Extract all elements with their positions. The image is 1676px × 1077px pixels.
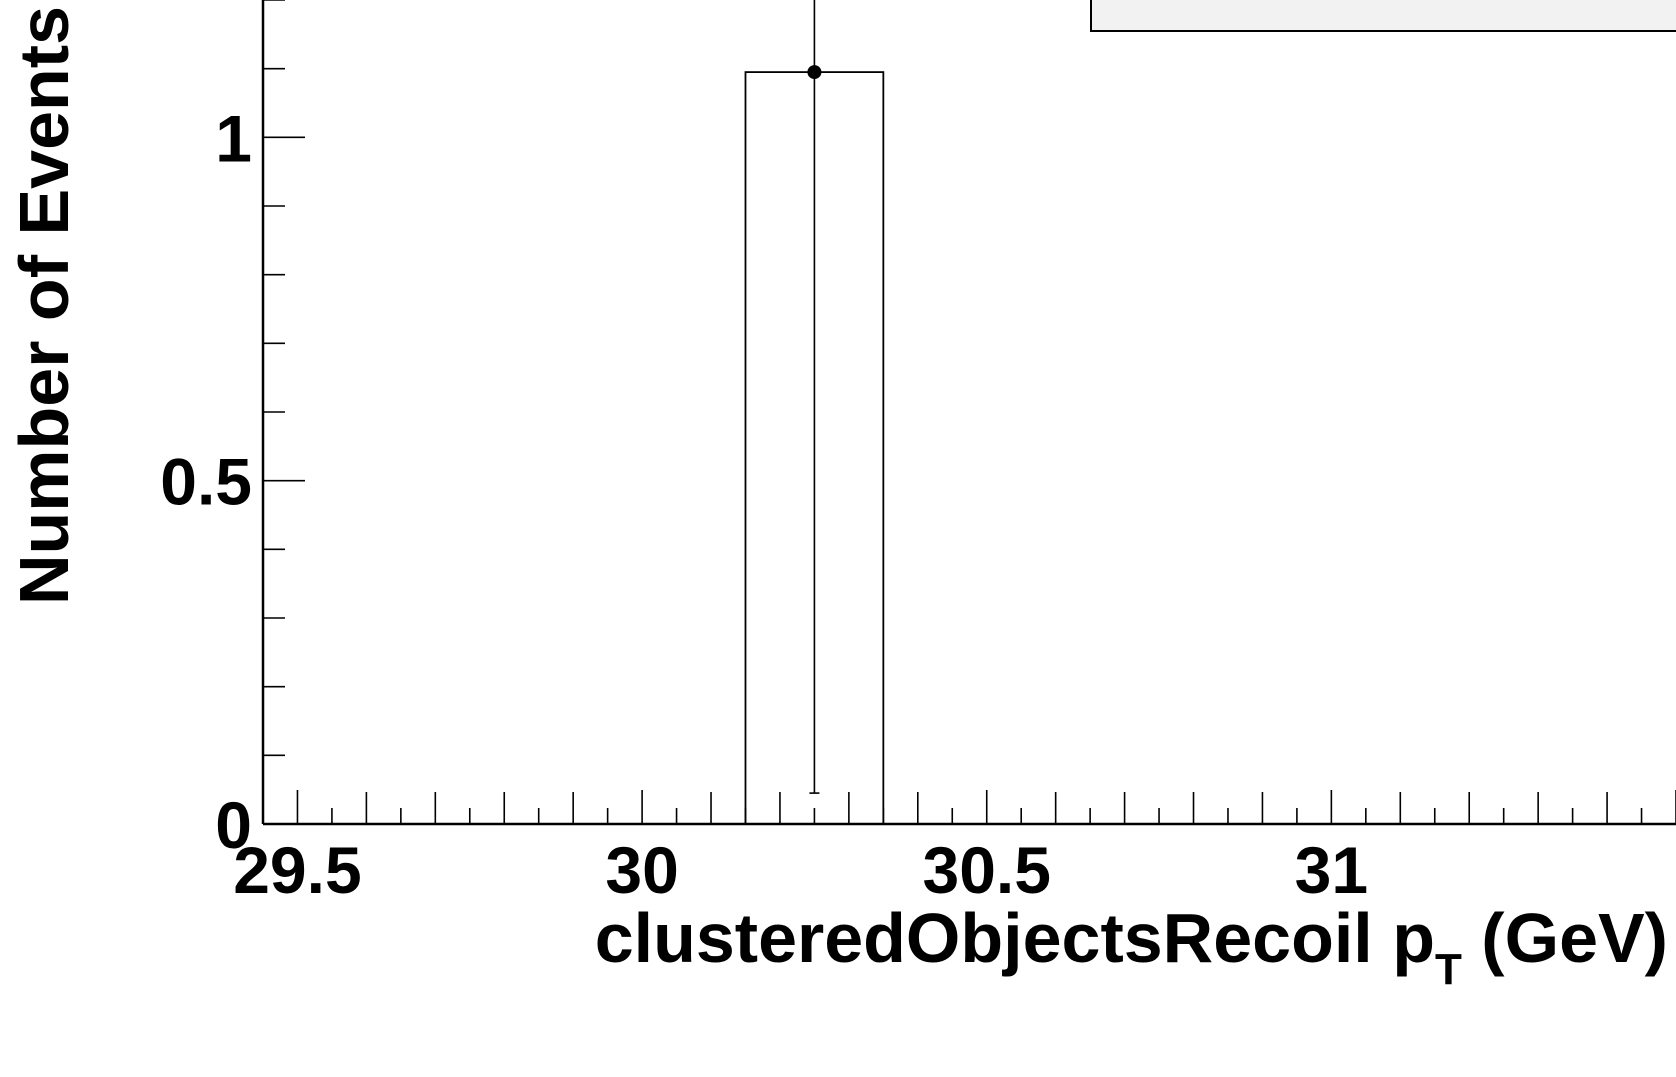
x-tick-label-29.5: 29.5: [233, 833, 361, 907]
x-tick-label-31: 31: [1295, 833, 1368, 907]
y-tick-label-0.5: 0.5: [160, 445, 252, 519]
x-tick-label-30: 30: [605, 833, 678, 907]
y-tick-label-0: 0: [215, 788, 252, 862]
x-axis-title-subscript: T: [1435, 945, 1462, 994]
x-axis-title-suffix: (GeV): [1462, 899, 1668, 977]
x-axis-title: clusteredObjectsRecoil pT (GeV): [595, 899, 1668, 994]
data-point-0: [807, 65, 822, 80]
y-axis-title: Number of Events: [5, 6, 83, 605]
x-tick-label-30.5: 30.5: [922, 833, 1050, 907]
y-tick-label-1: 1: [215, 101, 252, 175]
legend-box: [1090, 0, 1676, 32]
x-axis-title-main: clusteredObjectsRecoil p: [595, 899, 1435, 977]
